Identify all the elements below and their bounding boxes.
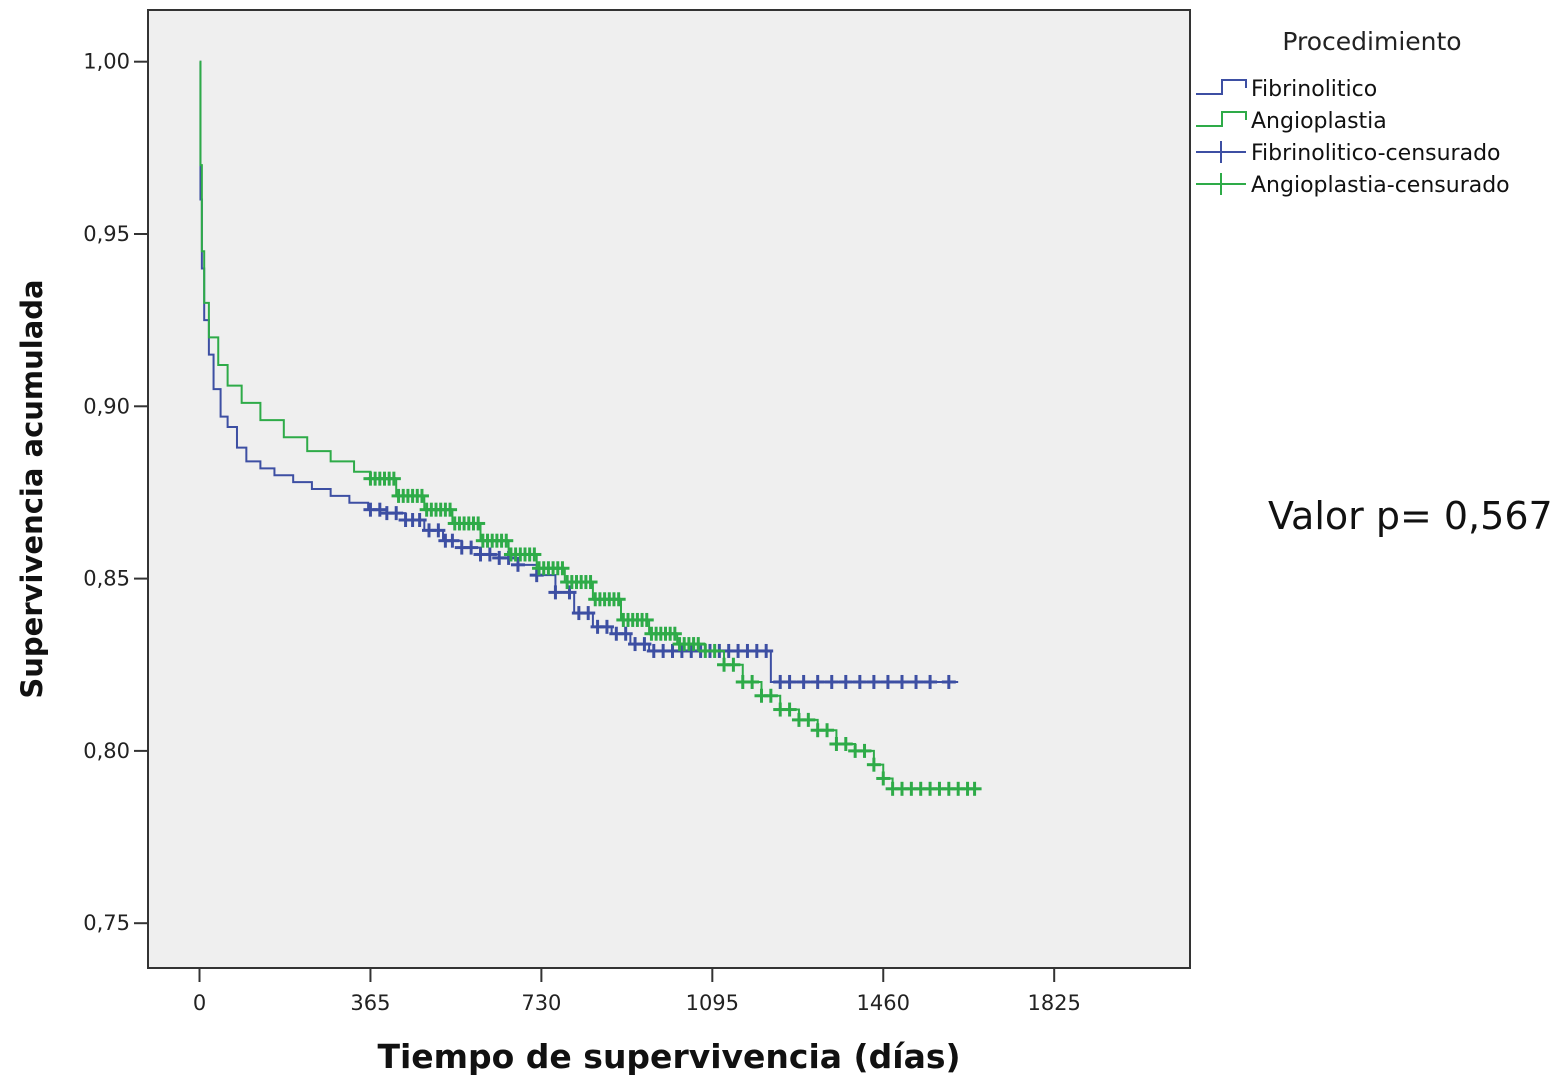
legend-label: Angioplastia-censurado [1251,173,1510,198]
censor-mark-fibrinolitico [909,674,924,689]
x-tick-label: 1825 [1027,991,1080,1015]
censor-mark-angioplastia [583,575,598,590]
y-tick-label: 0,95 [83,222,130,246]
censor-mark-angioplastia [782,702,797,717]
censor-mark-fibrinolitico [880,674,895,689]
legend-label: Fibrinolitico-censurado [1251,141,1501,166]
censor-mark-fibrinolitico [464,540,479,555]
censor-mark-angioplastia [639,612,654,627]
p-value-annotation: Valor p= 0,567 [1268,494,1553,538]
y-tick-label: 0,90 [83,394,130,418]
censor-mark-angioplastia [857,743,872,758]
x-tick-label: 730 [521,991,561,1015]
legend-entry: Fibrinolitico-censurado [1196,141,1501,166]
legend-label: Fibrinolitico [1251,77,1377,102]
censor-mark-angioplastia [414,488,429,503]
x-tick-label: 365 [350,991,390,1015]
legend-entry: Angioplastia-censurado [1196,173,1510,198]
censor-mark-angioplastia [499,533,514,548]
censor-mark-fibrinolitico [759,643,774,658]
censor-mark-angioplastia [876,771,891,786]
censor-mark-angioplastia [726,657,741,672]
series-layer [199,60,982,796]
legend-entry: Fibrinolitico [1196,77,1377,102]
censor-mark-angioplastia [667,626,682,641]
y-tick-label: 0,75 [83,911,130,935]
y-tick-label: 0,80 [83,739,130,763]
censor-mark-angioplastia [527,547,542,562]
censor-mark-fibrinolitico [852,674,867,689]
censor-mark-angioplastia [967,781,982,796]
censor-mark-fibrinolitico [866,674,881,689]
censor-mark-fibrinolitico [923,674,938,689]
censor-mark-angioplastia [801,712,816,727]
censor-mark-fibrinolitico [838,674,853,689]
censor-mark-fibrinolitico [482,547,497,562]
censor-mark-fibrinolitico [810,674,825,689]
censor-mark-fibrinolitico [562,585,577,600]
censor-mark-angioplastia [555,561,570,576]
censor-mark-fibrinolitico [372,502,387,517]
censor-mark-angioplastia [866,757,881,772]
y-axis: 0,75 0,80 0,85 0,90 0,95 1,00 [83,50,148,935]
censor-mark-angioplastia [820,723,835,738]
censor-mark-angioplastia [691,637,706,652]
y-axis-title: Supervivencia acumulada [15,279,49,698]
legend-entry: Angioplastia [1196,109,1387,134]
censor-mark-fibrinolitico [637,637,652,652]
censor-mark-angioplastia [443,502,458,517]
y-tick-label: 1,00 [83,50,130,74]
censor-mark-fibrinolitico [510,557,525,572]
x-axis: 0 365 730 1095 1460 1825 [193,968,1081,1015]
x-axis-title: Tiempo de supervivencia (días) [377,1037,960,1075]
censor-mark-angioplastia [707,643,722,658]
censor-mark-fibrinolitico [782,674,797,689]
legend: Procedimiento Fibrinolitico Angioplastia F… [1196,27,1510,198]
censor-mark-angioplastia [386,471,401,486]
censor-mark-fibrinolitico [412,513,427,528]
plot-area [147,9,1191,969]
censor-mark-fibrinolitico [941,674,956,689]
censor-mark-fibrinolitico [599,619,614,634]
censor-mark-fibrinolitico [431,523,446,538]
legend-label: Angioplastia [1251,109,1387,134]
censor-mark-fibrinolitico [581,606,596,621]
x-tick-label: 1460 [857,991,910,1015]
censor-mark-fibrinolitico [445,533,460,548]
x-tick-label: 0 [193,991,206,1015]
x-tick-label: 1095 [686,991,739,1015]
censor-mark-angioplastia [838,737,853,752]
censor-mark-angioplastia [745,674,760,689]
censor-mark-angioplastia [471,516,486,531]
y-tick-label: 0,85 [83,567,130,591]
censor-mark-fibrinolitico [389,506,404,521]
censor-mark-fibrinolitico [548,585,563,600]
censor-mark-fibrinolitico [796,674,811,689]
censor-mark-fibrinolitico [618,626,633,641]
censor-mark-angioplastia [763,688,778,703]
legend-title: Procedimiento [1282,27,1461,56]
censor-mark-fibrinolitico [824,674,839,689]
censor-mark-angioplastia [611,592,626,607]
censor-mark-fibrinolitico [529,568,544,583]
censor-mark-fibrinolitico [894,674,909,689]
